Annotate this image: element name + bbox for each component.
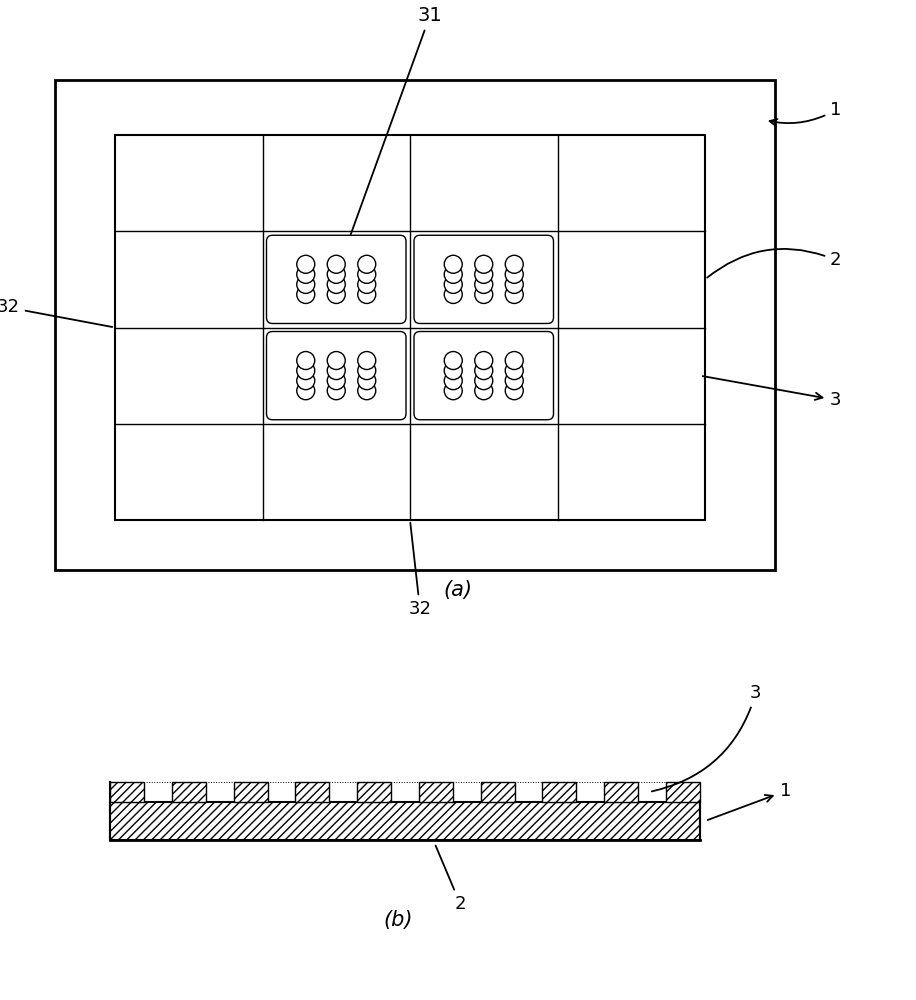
- Circle shape: [327, 285, 345, 303]
- Bar: [234, 782, 267, 802]
- FancyBboxPatch shape: [267, 235, 406, 324]
- Bar: [357, 782, 391, 802]
- Circle shape: [297, 265, 315, 283]
- Circle shape: [358, 382, 376, 400]
- Bar: [419, 782, 453, 802]
- Circle shape: [506, 285, 523, 303]
- Circle shape: [474, 275, 493, 293]
- Circle shape: [474, 362, 493, 380]
- Circle shape: [327, 382, 345, 400]
- Circle shape: [327, 372, 345, 390]
- Circle shape: [327, 255, 345, 273]
- Circle shape: [297, 285, 315, 303]
- Text: 3: 3: [703, 376, 842, 409]
- Bar: [110, 782, 144, 802]
- Circle shape: [474, 255, 493, 273]
- Text: 32: 32: [409, 523, 431, 618]
- Circle shape: [358, 255, 376, 273]
- Circle shape: [327, 352, 345, 370]
- Circle shape: [444, 265, 463, 283]
- Circle shape: [358, 275, 376, 293]
- Circle shape: [474, 352, 493, 370]
- Bar: [110, 802, 700, 840]
- Circle shape: [297, 255, 315, 273]
- FancyBboxPatch shape: [414, 332, 553, 420]
- Circle shape: [444, 352, 463, 370]
- Bar: [481, 782, 515, 802]
- Circle shape: [506, 255, 523, 273]
- Text: 2: 2: [436, 846, 466, 913]
- Circle shape: [474, 265, 493, 283]
- Bar: [172, 782, 206, 802]
- Circle shape: [444, 255, 463, 273]
- Circle shape: [297, 372, 315, 390]
- Circle shape: [444, 362, 463, 380]
- Text: 2: 2: [707, 249, 842, 278]
- Bar: [115, 135, 705, 520]
- FancyBboxPatch shape: [414, 235, 553, 324]
- Text: (b): (b): [383, 910, 413, 930]
- Circle shape: [327, 362, 345, 380]
- Circle shape: [327, 265, 345, 283]
- Circle shape: [358, 372, 376, 390]
- Circle shape: [297, 382, 315, 400]
- Circle shape: [506, 275, 523, 293]
- Text: (a): (a): [443, 580, 473, 600]
- Circle shape: [444, 382, 463, 400]
- Circle shape: [474, 285, 493, 303]
- Text: 1: 1: [707, 782, 791, 820]
- Circle shape: [297, 362, 315, 380]
- Circle shape: [358, 352, 376, 370]
- FancyBboxPatch shape: [267, 332, 406, 420]
- Text: 32: 32: [0, 298, 113, 327]
- Circle shape: [444, 372, 463, 390]
- Circle shape: [506, 362, 523, 380]
- Circle shape: [358, 265, 376, 283]
- Circle shape: [506, 382, 523, 400]
- Bar: [295, 782, 330, 802]
- Bar: [542, 782, 576, 802]
- Circle shape: [474, 372, 493, 390]
- Circle shape: [506, 372, 523, 390]
- Circle shape: [444, 285, 463, 303]
- Text: 3: 3: [652, 684, 761, 791]
- Circle shape: [444, 275, 463, 293]
- Circle shape: [358, 285, 376, 303]
- Bar: [666, 782, 700, 802]
- Circle shape: [327, 275, 345, 293]
- Text: 1: 1: [769, 101, 842, 126]
- Circle shape: [297, 275, 315, 293]
- Circle shape: [297, 352, 315, 370]
- Bar: [55, 80, 775, 570]
- Circle shape: [506, 265, 523, 283]
- Circle shape: [506, 352, 523, 370]
- Text: 31: 31: [337, 6, 442, 272]
- Circle shape: [474, 382, 493, 400]
- Circle shape: [358, 362, 376, 380]
- Bar: [605, 782, 638, 802]
